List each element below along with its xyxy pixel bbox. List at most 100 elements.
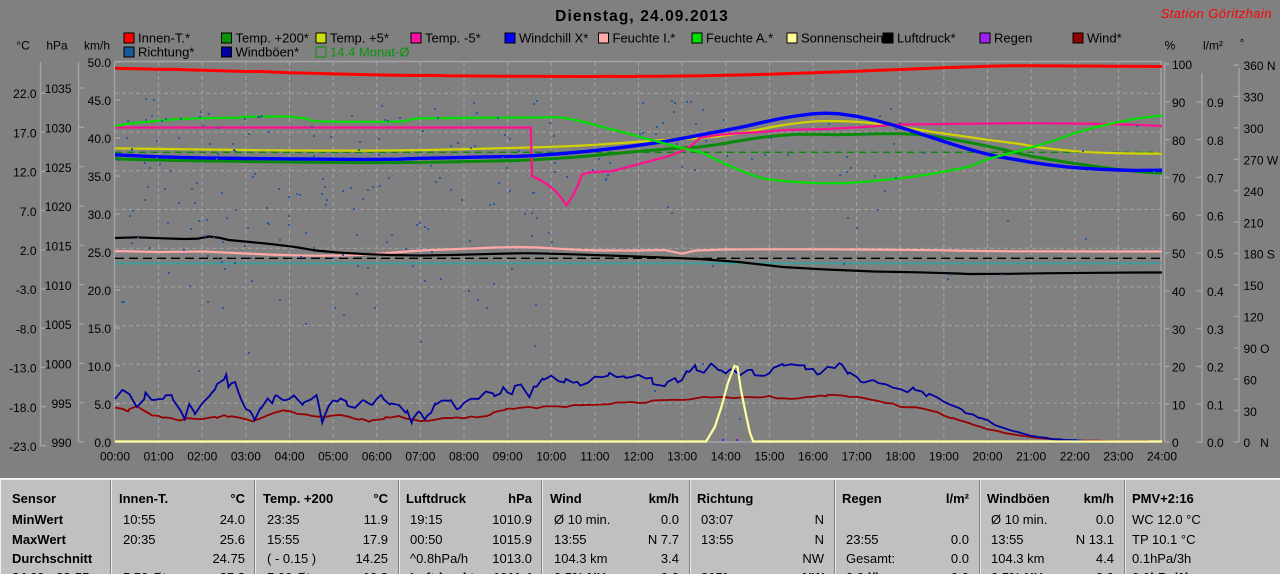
svg-text:90: 90 bbox=[1172, 96, 1186, 110]
svg-text:Dienstag, 24.09.2013: Dienstag, 24.09.2013 bbox=[555, 8, 729, 25]
svg-text:18:00: 18:00 bbox=[885, 450, 915, 464]
svg-text:1035: 1035 bbox=[45, 82, 72, 96]
svg-text:360 N: 360 N bbox=[1244, 59, 1276, 73]
svg-text:Regen: Regen bbox=[994, 31, 1032, 46]
svg-text:35.0: 35.0 bbox=[88, 170, 112, 184]
svg-text:150: 150 bbox=[1244, 279, 1264, 293]
svg-text:25.0: 25.0 bbox=[88, 246, 112, 260]
svg-text:-18.0: -18.0 bbox=[9, 401, 37, 415]
svg-text:11:00: 11:00 bbox=[580, 450, 609, 464]
svg-text:80: 80 bbox=[1172, 134, 1186, 148]
svg-text:1025: 1025 bbox=[45, 161, 72, 175]
svg-text:30: 30 bbox=[1244, 405, 1258, 419]
svg-text:22:00: 22:00 bbox=[1060, 450, 1090, 464]
svg-text:20.0: 20.0 bbox=[88, 284, 112, 298]
svg-text:30: 30 bbox=[1172, 323, 1186, 337]
svg-text:17.0: 17.0 bbox=[13, 126, 37, 140]
svg-text:16:00: 16:00 bbox=[798, 450, 828, 464]
svg-text:5.0: 5.0 bbox=[94, 398, 111, 412]
svg-text:01:00: 01:00 bbox=[144, 450, 174, 464]
svg-text:12.0: 12.0 bbox=[13, 166, 37, 180]
svg-text:60: 60 bbox=[1172, 209, 1186, 223]
svg-text:20: 20 bbox=[1172, 361, 1186, 375]
svg-text:Wind*: Wind* bbox=[1087, 31, 1122, 46]
svg-text:0.5: 0.5 bbox=[1207, 247, 1224, 261]
svg-text:04:00: 04:00 bbox=[274, 450, 304, 464]
svg-text:21:00: 21:00 bbox=[1016, 450, 1046, 464]
svg-text:14.4 Monat-Ø: 14.4 Monat-Ø bbox=[330, 45, 410, 60]
svg-text:50.0: 50.0 bbox=[88, 56, 112, 70]
svg-text:1000: 1000 bbox=[45, 358, 72, 372]
svg-text:30.0: 30.0 bbox=[88, 208, 112, 222]
svg-text:0.7: 0.7 bbox=[1207, 172, 1224, 186]
svg-text:7.0: 7.0 bbox=[20, 205, 37, 219]
svg-text:Feuchte I.*: Feuchte I.* bbox=[613, 31, 676, 46]
svg-text:-3.0: -3.0 bbox=[16, 283, 37, 297]
svg-text:330: 330 bbox=[1244, 91, 1264, 105]
svg-text:°: ° bbox=[1240, 38, 1244, 50]
svg-text:Innen-T.*: Innen-T.* bbox=[138, 31, 190, 46]
svg-text:0.4: 0.4 bbox=[1207, 285, 1224, 299]
svg-text:24:00: 24:00 bbox=[1147, 450, 1177, 464]
svg-text:0: 0 bbox=[1172, 436, 1179, 450]
svg-text:2.0: 2.0 bbox=[20, 244, 37, 258]
svg-text:0.8: 0.8 bbox=[1207, 134, 1224, 148]
svg-text:15:00: 15:00 bbox=[754, 450, 784, 464]
svg-text:°C: °C bbox=[16, 39, 30, 53]
svg-text:70: 70 bbox=[1172, 172, 1186, 186]
svg-text:240: 240 bbox=[1244, 185, 1264, 199]
svg-text:300: 300 bbox=[1244, 122, 1264, 136]
svg-text:-13.0: -13.0 bbox=[9, 362, 37, 376]
svg-text:07:00: 07:00 bbox=[405, 450, 435, 464]
svg-text:0.0: 0.0 bbox=[94, 436, 111, 450]
svg-text:20:00: 20:00 bbox=[972, 450, 1002, 464]
svg-text:0.9: 0.9 bbox=[1207, 96, 1224, 110]
svg-text:10: 10 bbox=[1172, 398, 1186, 412]
svg-text:13:00: 13:00 bbox=[667, 450, 697, 464]
svg-text:22.0: 22.0 bbox=[13, 87, 37, 101]
svg-text:90 O: 90 O bbox=[1244, 342, 1270, 356]
svg-text:19:00: 19:00 bbox=[929, 450, 959, 464]
svg-text:0.1: 0.1 bbox=[1207, 398, 1224, 412]
svg-text:0.0: 0.0 bbox=[1207, 436, 1224, 450]
svg-text:45.0: 45.0 bbox=[88, 94, 112, 108]
svg-text:990: 990 bbox=[51, 436, 71, 450]
svg-text:06:00: 06:00 bbox=[362, 450, 392, 464]
svg-text:-23.0: -23.0 bbox=[9, 440, 37, 454]
svg-text:12:00: 12:00 bbox=[623, 450, 653, 464]
svg-text:995: 995 bbox=[51, 397, 71, 411]
svg-text:40: 40 bbox=[1172, 285, 1186, 299]
svg-text:Temp. -5*: Temp. -5* bbox=[425, 31, 481, 46]
svg-text:120: 120 bbox=[1244, 311, 1264, 325]
svg-text:0.3: 0.3 bbox=[1207, 323, 1224, 337]
svg-text:Windböen*: Windböen* bbox=[236, 45, 300, 60]
svg-text:hPa: hPa bbox=[46, 39, 68, 53]
svg-text:0 N: 0 N bbox=[1244, 436, 1269, 450]
svg-text:08:00: 08:00 bbox=[449, 450, 479, 464]
svg-text:270 W: 270 W bbox=[1244, 153, 1279, 167]
svg-text:05:00: 05:00 bbox=[318, 450, 348, 464]
svg-text:l/m²: l/m² bbox=[1203, 39, 1223, 53]
svg-text:Station Göritzhain: Station Göritzhain bbox=[1161, 6, 1272, 21]
svg-text:180 S: 180 S bbox=[1244, 248, 1275, 262]
svg-text:%: % bbox=[1165, 39, 1176, 53]
svg-text:Temp. +200*: Temp. +200* bbox=[236, 31, 309, 46]
svg-text:210: 210 bbox=[1244, 216, 1264, 230]
svg-text:03:00: 03:00 bbox=[231, 450, 261, 464]
svg-text:09:00: 09:00 bbox=[493, 450, 523, 464]
svg-text:0.2: 0.2 bbox=[1207, 361, 1224, 375]
svg-text:10:00: 10:00 bbox=[536, 450, 566, 464]
svg-text:1010: 1010 bbox=[45, 279, 72, 293]
svg-text:1005: 1005 bbox=[45, 318, 72, 332]
svg-text:02:00: 02:00 bbox=[187, 450, 217, 464]
svg-text:Windchill X*: Windchill X* bbox=[519, 31, 588, 46]
svg-text:km/h: km/h bbox=[84, 39, 110, 53]
svg-text:1015: 1015 bbox=[45, 240, 72, 254]
svg-text:50: 50 bbox=[1172, 247, 1186, 261]
svg-text:Luftdruck*: Luftdruck* bbox=[897, 31, 956, 46]
svg-text:Temp. +5*: Temp. +5* bbox=[330, 31, 389, 46]
svg-text:00:00: 00:00 bbox=[100, 450, 130, 464]
svg-text:1030: 1030 bbox=[45, 122, 72, 136]
svg-text:14:00: 14:00 bbox=[711, 450, 741, 464]
svg-text:15.0: 15.0 bbox=[88, 322, 112, 336]
